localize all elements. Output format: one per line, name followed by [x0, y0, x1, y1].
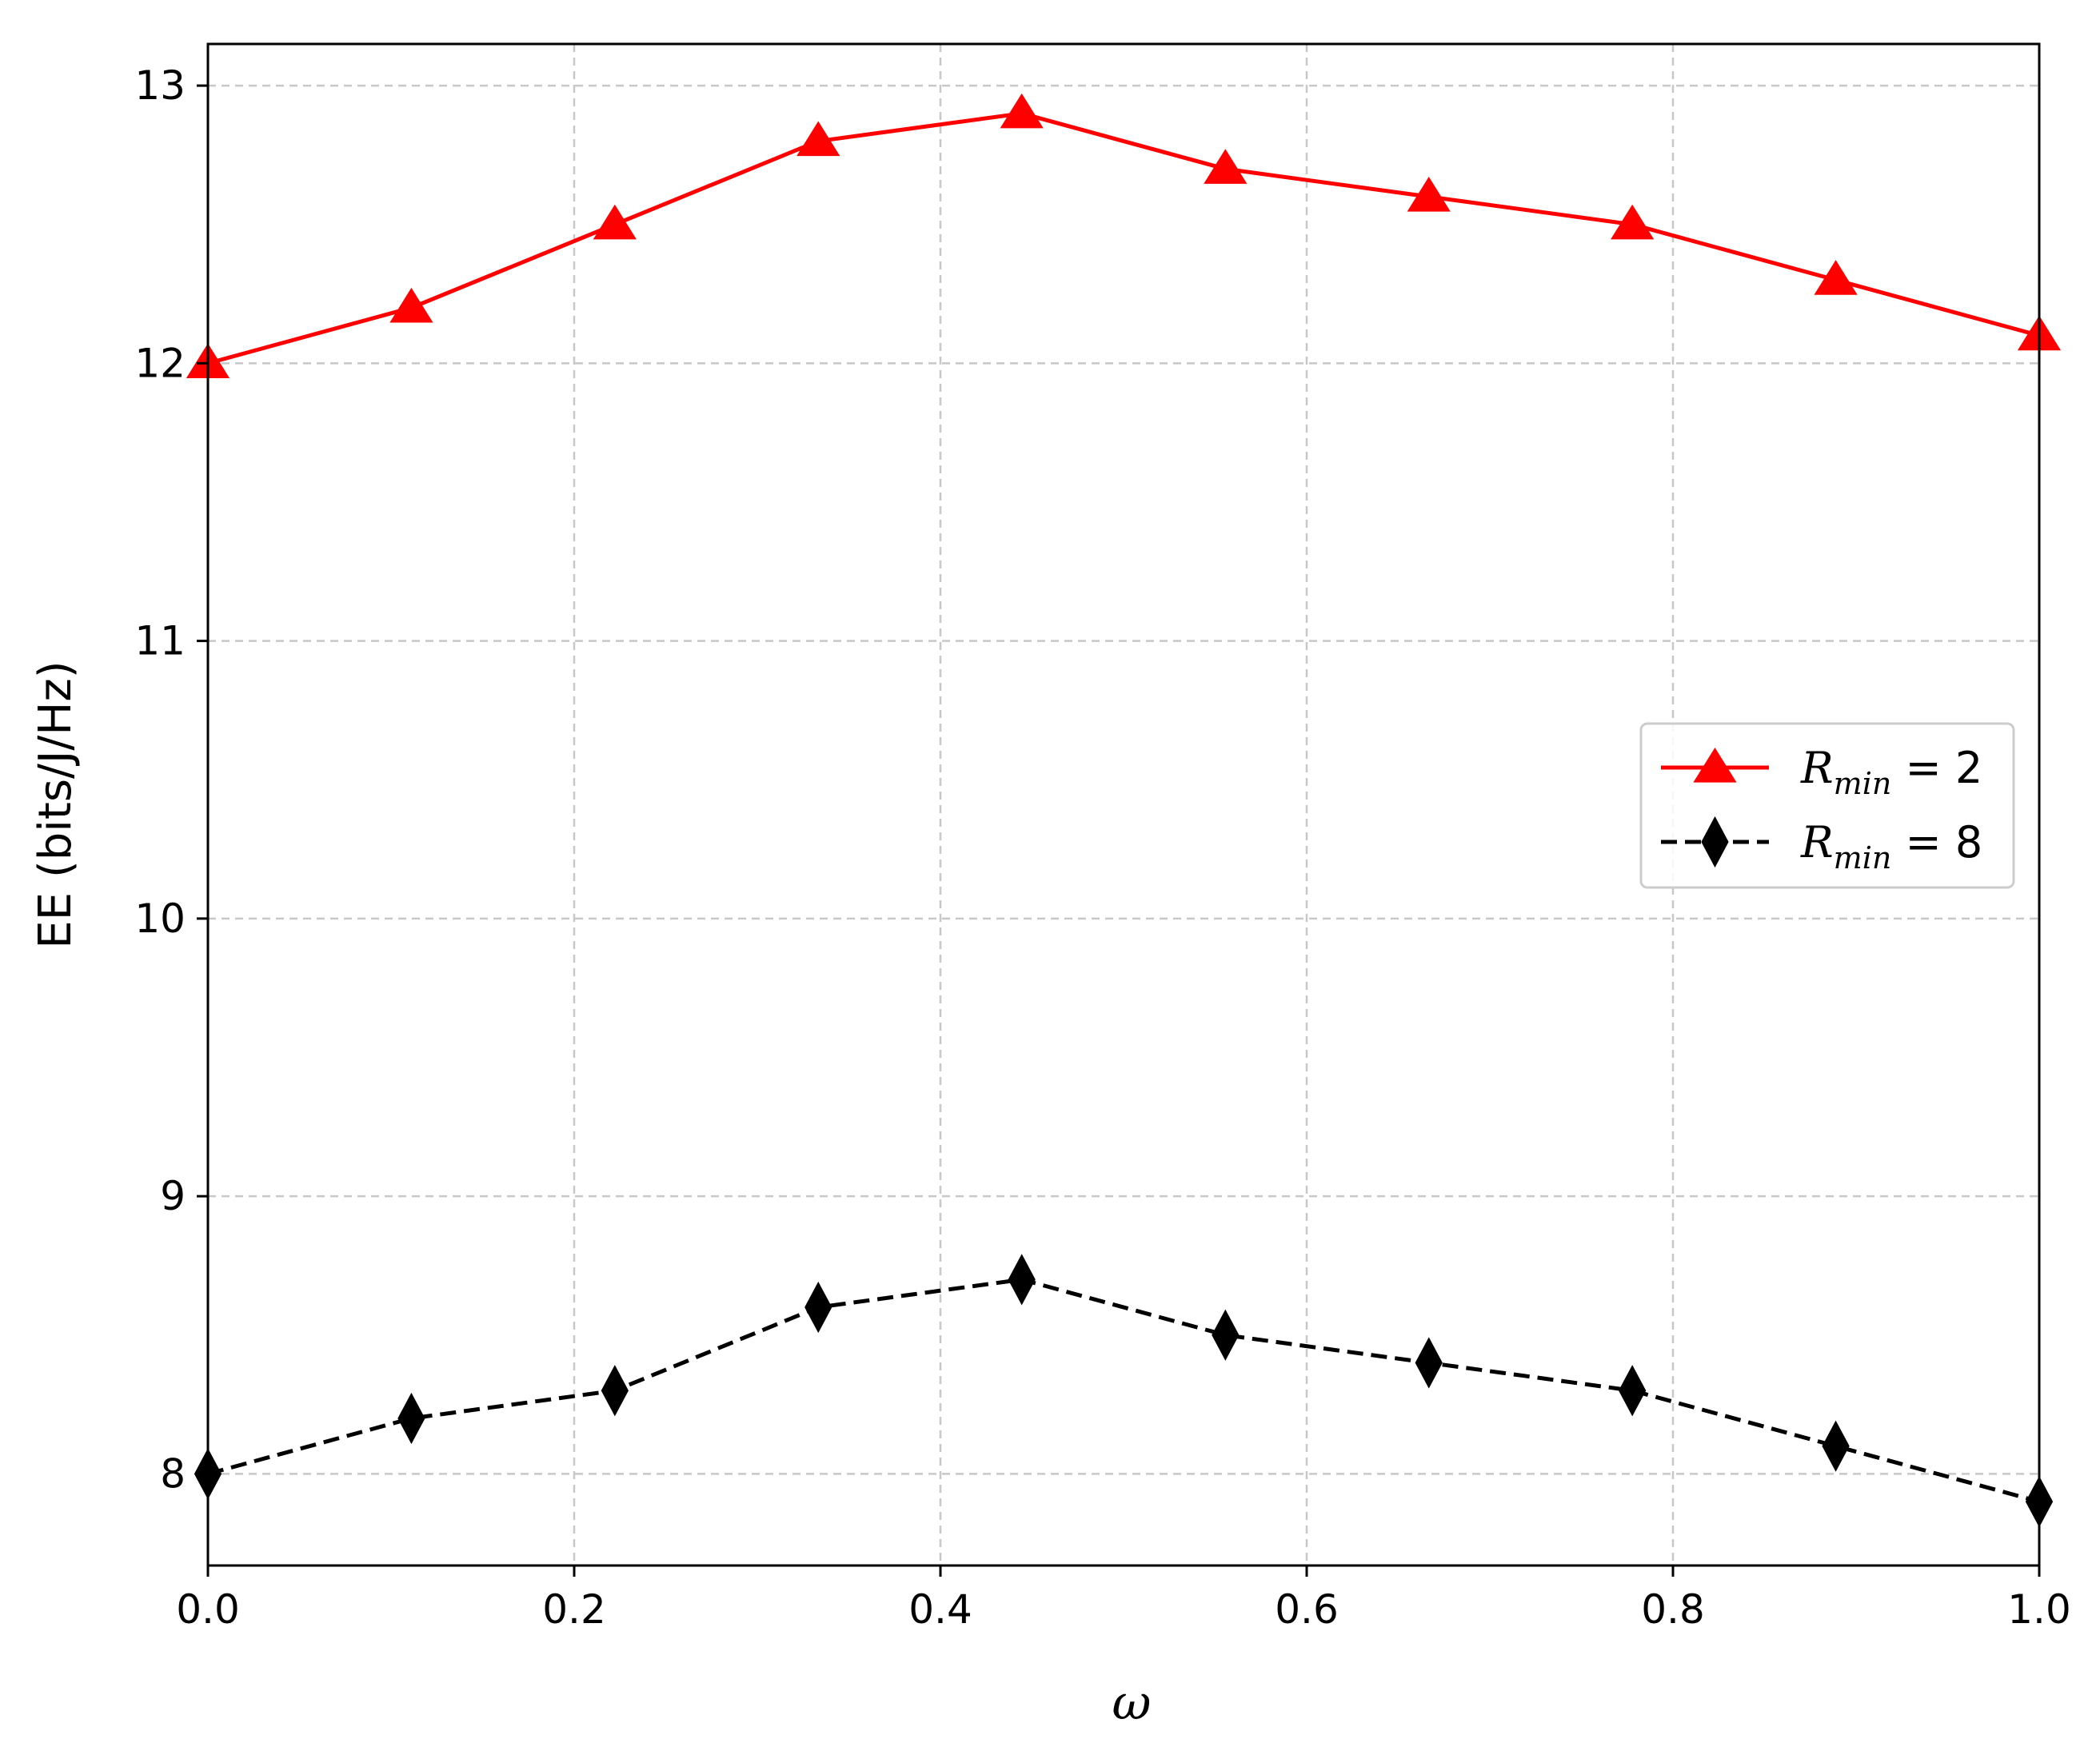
legend-marker [1693, 748, 1737, 783]
data-point [1212, 1309, 1240, 1361]
y-tick-label: 11 [134, 618, 186, 664]
data-point [1204, 149, 1248, 184]
series-2 [194, 1254, 2054, 1528]
plot-frame [206, 42, 2041, 1567]
series-layer [186, 93, 2062, 1528]
y-tick-label: 12 [134, 340, 186, 386]
legend-label: Rmin = 8 [1800, 817, 1982, 876]
x-tick-label: 0.4 [908, 1586, 972, 1633]
data-point [601, 1365, 629, 1417]
x-tick-label: 1.0 [2007, 1586, 2071, 1633]
y-tick-label: 13 [134, 62, 186, 109]
legend-box [1639, 722, 2015, 889]
data-point [389, 287, 433, 323]
y-tick-label: 9 [160, 1173, 186, 1219]
x-tick-label: 0.8 [1641, 1586, 1705, 1633]
legend: Rmin = 2 Rmin = 8 [1639, 722, 2015, 889]
data-point [1619, 1365, 1647, 1417]
data-point [1814, 260, 1858, 295]
x-axis-label: ω [1112, 1675, 1152, 1731]
data-point [1008, 1254, 1036, 1306]
data-point [397, 1392, 425, 1445]
legend-marker [1701, 816, 1729, 868]
legend-label: Rmin = 2 [1800, 743, 1982, 801]
data-point [1822, 1420, 1850, 1472]
series-line [207, 1277, 2040, 1504]
data-point [804, 1281, 832, 1334]
data-point [796, 121, 840, 157]
data-point [1000, 93, 1044, 129]
series-line [207, 111, 2040, 365]
data-point [1611, 204, 1655, 240]
x-tick-label: 0.6 [1275, 1586, 1339, 1633]
data-point [593, 204, 637, 240]
y-tick-label: 8 [160, 1450, 186, 1497]
data-point [1415, 1337, 1443, 1389]
x-tick-label: 0.2 [542, 1586, 606, 1633]
data-point [1407, 177, 1451, 212]
ticks: 0.0 0.2 0.4 0.6 0.8 1.0 8 9 10 11 12 13 [134, 62, 2070, 1633]
x-tick-label: 0.0 [176, 1586, 240, 1633]
y-tick-label: 10 [134, 895, 186, 942]
y-axis-label: EE (bits/J/Hz) [30, 660, 82, 948]
